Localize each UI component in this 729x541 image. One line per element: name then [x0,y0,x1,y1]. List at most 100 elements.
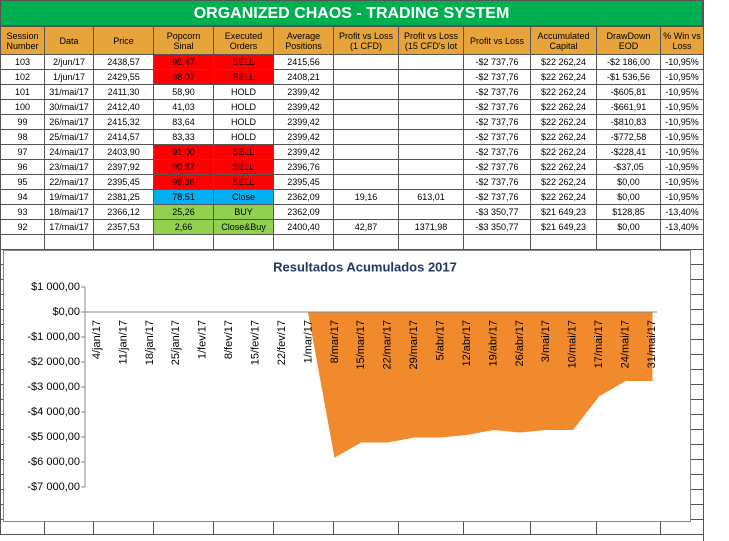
x-tick-label: 1/fev/17 [197,320,209,359]
cell [398,234,464,250]
empty-row [0,519,704,535]
cell: 2399,42 [273,114,334,130]
cell: $22 262,24 [530,174,597,190]
cell: 83,33 [153,129,214,145]
cell: 101 [0,84,45,100]
column-header: Session Number [0,26,45,55]
column-header: Price [93,26,154,55]
cell: $0,00 [596,189,661,205]
cell: 613,01 [398,189,464,205]
cell [398,114,464,130]
cell: 97 [0,144,45,160]
table-row: 102 1/jun/17 2429,55 98,07 SELL 2408,21 -$2 73… [0,69,704,85]
cell: $22 262,24 [530,144,597,160]
y-tick-label: -$2 000,00 [27,356,80,368]
cell: -$1 536,56 [596,69,661,85]
cell: -10,95% [660,84,704,100]
cell: 102 [0,69,45,85]
cell: 2408,21 [273,69,334,85]
cell: 92 [0,219,45,235]
cell: 98 [0,129,45,145]
table-row: 103 2/jun/17 2438,57 95,47 SELL 2415,56 -$2 73… [0,54,704,70]
x-tick-label: 12/abr/17 [461,320,473,366]
cell: 25,26 [153,204,214,220]
cell: $22 262,24 [530,189,597,205]
cell [398,54,464,70]
cell: 2/jun/17 [44,54,94,70]
cell: $21 649,23 [530,219,597,235]
chart: Resultados Acumulados 2017 $1 000,00 $0,0… [3,250,691,522]
cell [44,234,94,250]
x-tick-label: 15/mar/17 [355,320,367,370]
cell: 31/mai/17 [44,84,94,100]
cell: $22 262,24 [530,69,597,85]
cell: -10,95% [660,159,704,175]
cell [398,204,464,220]
cell [333,84,399,100]
x-tick-label: 11/jan/17 [117,320,129,364]
y-tick-label: $0,00 [52,306,80,318]
cell: -$2 737,76 [463,129,531,145]
cell: HOLD [213,129,274,145]
y-tick-label: -$4 000,00 [27,406,80,418]
cell [333,114,399,130]
cell: SELL [213,159,274,175]
cell [398,144,464,160]
cell: -$772,58 [596,129,661,145]
x-tick-label: 25/jan/17 [170,320,182,365]
cell: 2357,53 [93,219,154,235]
cell: -$2 737,76 [463,159,531,175]
cell [398,129,464,145]
cell: 25/mai/17 [44,129,94,145]
table-row: 92 17/mai/17 2357,53 2,66 Close&Buy 2400,40 42… [0,219,704,235]
cell: $22 262,24 [530,129,597,145]
column-header: Profit vs Loss [463,26,531,55]
cell: 26/mai/17 [44,114,94,130]
header-row: Session Number Data Price Popcorn Sinal Exec… [0,26,704,55]
cell: 91,00 [153,144,214,160]
column-header: Popcorn Sinal [153,26,214,55]
table-row: 101 31/mai/17 2411,30 58,90 HOLD 2399,42 -$2 7… [0,84,704,100]
cell: $0,00 [596,219,661,235]
cell: -$810,83 [596,114,661,130]
column-header: Executed Orders [213,26,274,55]
column-header: Profit vs Loss (1 CFD) [333,26,399,55]
cell: 2399,42 [273,99,334,115]
cell: 2399,42 [273,84,334,100]
cell: 2414,57 [93,129,154,145]
cell: -13,40% [660,219,704,235]
cell: 30/mai/17 [44,99,94,115]
cell [398,174,464,190]
cell: 23/mai/17 [44,159,94,175]
cell: 93 [0,204,45,220]
cell: 2411,30 [93,84,154,100]
cell: $22 262,24 [530,114,597,130]
cell: $128,85 [596,204,661,220]
cell: HOLD [213,99,274,115]
cell [398,99,464,115]
x-tick-label: 22/fev/17 [276,320,288,365]
cell: $22 262,24 [530,54,597,70]
cell [333,54,399,70]
table-row: 100 30/mai/17 2412,40 41,03 HOLD 2399,42 -$2 7… [0,99,704,115]
cell: 100 [0,99,45,115]
cell: 2397,92 [93,159,154,175]
cell: 99,36 [153,174,214,190]
cell: SELL [213,144,274,160]
cell [333,69,399,85]
column-header: Average Positions [273,26,334,55]
cell: 41,03 [153,99,214,115]
cell [596,234,661,250]
cell: 2395,45 [93,174,154,190]
y-tick-label: -$5 000,00 [27,431,80,443]
cell [333,99,399,115]
cell: 78,51 [153,189,214,205]
cell: -$228,41 [596,144,661,160]
x-tick-label: 1/mar/17 [302,320,314,363]
cell: -10,95% [660,54,704,70]
cell: 2438,57 [93,54,154,70]
cell: 90,37 [153,159,214,175]
cell: 83,64 [153,114,214,130]
x-tick-label: 26/abr/17 [514,320,526,366]
table-row: 98 25/mai/17 2414,57 83,33 HOLD 2399,42 -$2 73… [0,129,704,145]
